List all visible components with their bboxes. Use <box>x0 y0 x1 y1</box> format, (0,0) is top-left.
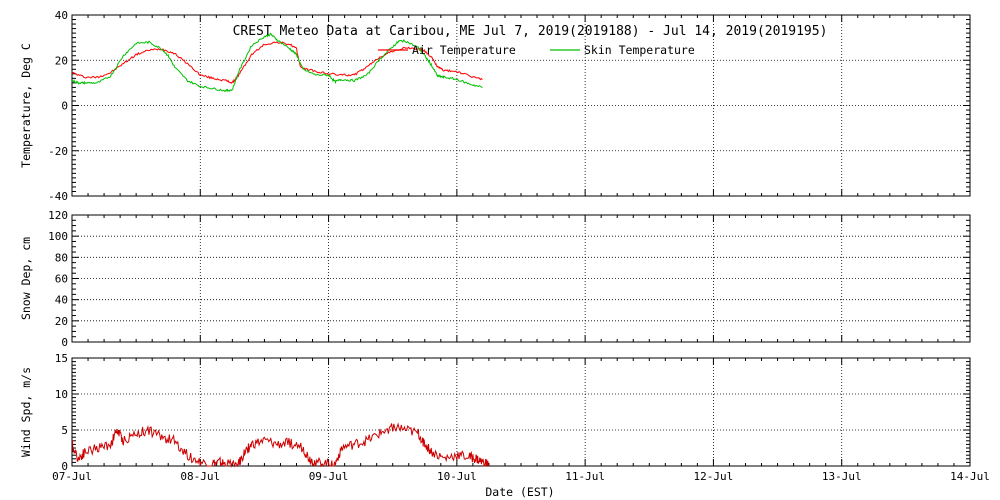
y-tick-label: 0 <box>61 100 68 113</box>
y-tick-label: 0 <box>61 460 68 473</box>
y-tick-label: 40 <box>55 9 68 22</box>
y-axis-label: Wind Spd, m/s <box>19 367 33 457</box>
x-tick-label: 13-Jul <box>822 470 862 483</box>
panel-frame <box>71 14 971 197</box>
y-axis-label: Snow Dep, cm <box>19 237 33 320</box>
y-tick-label: 100 <box>48 230 68 243</box>
panel-2: 0 20 40 60 80 100 120 Snow Dep, cm <box>19 209 971 349</box>
x-tick-label: 07-Jul <box>52 470 92 483</box>
x-axis-label: Date (EST) <box>485 485 554 499</box>
chart-title: CREST Meteo Data at Caribou, ME Jul 7, 2… <box>233 24 828 39</box>
x-tick-label: 11-Jul <box>565 470 605 483</box>
y-tick-label: 20 <box>55 315 68 328</box>
y-tick-label: 80 <box>55 251 68 264</box>
y-tick-label: 120 <box>48 209 68 222</box>
legend-label-1: Air Temperature <box>412 43 516 57</box>
y-tick-label: 5 <box>61 424 68 437</box>
panel-3: 0 5 10 15 Wind Spd, m/s 07-Jul 08-Jul 09-Jul 10-… <box>19 352 990 483</box>
x-tick-label: 10-Jul <box>437 470 477 483</box>
legend-label-2: Skin Temperature <box>584 43 695 57</box>
y-tick-label: 60 <box>55 273 68 286</box>
series-line-skin-temperature <box>71 32 483 93</box>
y-tick-label: 40 <box>55 294 68 307</box>
y-tick-label: 10 <box>55 388 68 401</box>
y-tick-label: 15 <box>55 352 68 365</box>
y-tick-label: -20 <box>48 145 68 158</box>
x-tick-label: 12-Jul <box>694 470 734 483</box>
panel-1: -40 -20 0 20 40 Temperature, Deg C Air Tempera… <box>19 9 971 203</box>
panel-frame <box>71 357 971 467</box>
chart-legend: Air Temperature Skin Temperature <box>378 43 695 57</box>
panel-frame <box>71 214 971 343</box>
x-tick-label: 08-Jul <box>180 470 220 483</box>
series-line-air-temperature <box>71 41 483 84</box>
y-tick-label: 0 <box>61 336 68 349</box>
y-tick-label: -40 <box>48 190 68 203</box>
x-tick-label: 09-Jul <box>309 470 349 483</box>
y-axis-label: Temperature, Deg C <box>19 43 33 168</box>
series-line-wind-speed <box>71 422 490 468</box>
x-tick-label: 14-Jul <box>950 470 990 483</box>
y-tick-label: 20 <box>55 54 68 67</box>
